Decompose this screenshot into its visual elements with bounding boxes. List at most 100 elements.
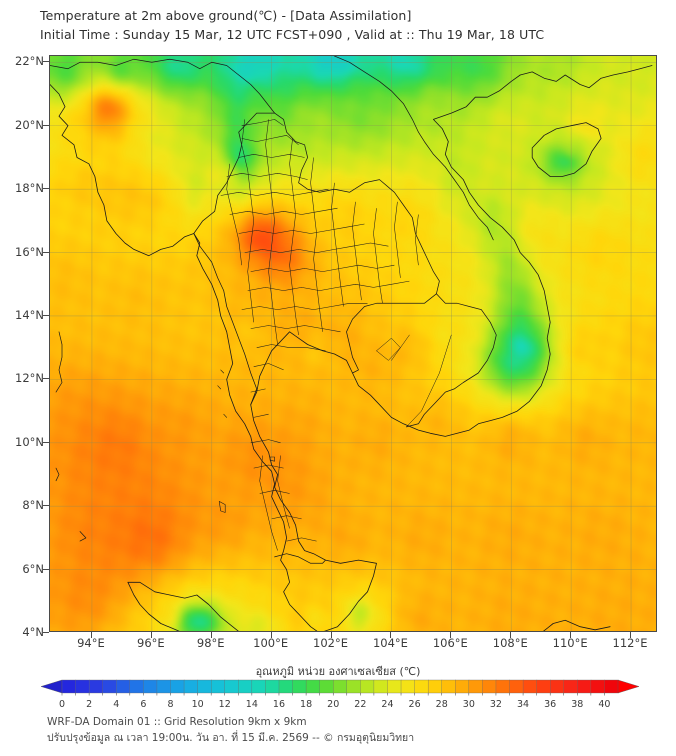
y-axis-tick-label: 4°N	[22, 625, 44, 639]
x-axis-tick-label: 104°E	[372, 636, 408, 650]
x-axis-tick-mark	[150, 632, 152, 638]
colorbar-band	[563, 679, 578, 694]
y-axis-tick-mark	[43, 314, 49, 316]
island-mergui-1	[220, 369, 224, 374]
chart-title: Temperature at 2m above ground(℃) - [Dat…	[40, 8, 412, 23]
province-boundary	[247, 280, 410, 291]
x-axis-tick-label: 98°E	[196, 636, 225, 650]
colorbar-band	[346, 679, 361, 694]
colorbar-tick-label: 30	[462, 699, 475, 710]
colorbar-band	[61, 679, 77, 694]
colorbar-band	[170, 679, 185, 694]
y-axis-tick-mark	[43, 378, 49, 380]
x-axis-tick-label: 102°E	[313, 636, 349, 650]
x-axis-tick-mark	[210, 632, 212, 638]
province-boundary	[241, 119, 254, 323]
colorbar-band	[116, 679, 131, 694]
province-boundary	[259, 455, 278, 551]
x-axis-tick-label: 106°E	[432, 636, 468, 650]
y-axis-tick-label: 20°N	[15, 117, 44, 132]
colorbar-tick-label: 40	[598, 699, 611, 710]
colorbar[interactable]	[40, 676, 640, 697]
island-mergui-3	[223, 413, 227, 418]
y-axis-tick-label: 10°N	[15, 434, 44, 449]
chart-subtitle: Initial Time : Sunday 15 Mar, 12 UTC FCS…	[40, 27, 545, 42]
colorbar-tick-label: 14	[245, 699, 258, 710]
colorbar-tick-label: 4	[113, 699, 120, 710]
coastline-gulf-and-vietnam	[250, 74, 551, 631]
colorbar-tick-label: 26	[408, 699, 421, 710]
colorbar-band	[604, 679, 619, 694]
coastline-sumatra-west	[127, 581, 180, 631]
river-mekong	[406, 334, 452, 428]
province-boundary	[241, 135, 299, 146]
province-boundary	[277, 455, 290, 529]
colorbar-tick-label: 34	[517, 699, 530, 710]
x-axis-tick-mark	[450, 632, 452, 638]
colorbar-tick-label: 10	[191, 699, 204, 710]
y-axis-tick-label: 16°N	[15, 244, 44, 259]
border-laos-vietnam	[334, 56, 494, 241]
y-axis-tick-mark	[43, 505, 49, 507]
province-boundary	[373, 208, 383, 304]
lake-tonle-sap	[376, 337, 401, 361]
coastline-andaman-west	[50, 84, 318, 631]
colorbar-band	[441, 679, 456, 694]
province-boundary	[289, 138, 299, 336]
y-axis-tick-label: 22°N	[15, 54, 44, 69]
border-myanmar-north	[50, 58, 275, 114]
colorbar-band	[224, 679, 239, 694]
colorbar-tick-label: 16	[272, 699, 286, 710]
colorbar-band	[455, 679, 470, 694]
y-axis-tick-mark	[43, 441, 49, 443]
province-boundary	[352, 201, 362, 301]
province-boundary	[241, 119, 284, 126]
y-axis-tick-label: 14°N	[15, 307, 44, 322]
map-plot-area[interactable]	[49, 55, 657, 632]
colorbar-band	[210, 679, 226, 694]
province-boundary	[310, 157, 323, 332]
y-axis-tick-label: 18°N	[15, 181, 44, 196]
y-axis-tick-label: 8°N	[22, 498, 44, 513]
province-boundary	[250, 325, 341, 333]
province-boundary	[259, 490, 290, 494]
footer-update-info: ปรับปรุงข้อมูล ณ เวลา 19:00น. วัน อา. ที…	[47, 732, 415, 744]
province-boundary	[226, 163, 242, 266]
province-boundary	[271, 515, 302, 520]
border-cambodia-vietnam	[406, 293, 497, 428]
x-axis-tick-label: 110°E	[552, 636, 588, 650]
colorbar-band	[509, 679, 524, 694]
y-axis-tick-mark	[43, 568, 49, 570]
colorbar-band	[129, 679, 144, 694]
colorbar-tick-label: 20	[327, 699, 340, 710]
x-axis-tick-label: 96°E	[137, 636, 165, 650]
y-axis-tick-label: 6°N	[22, 561, 44, 576]
x-axis-tick-mark	[390, 632, 392, 638]
coastline-andaman-islands	[55, 331, 63, 393]
province-boundary	[253, 363, 284, 371]
coastline-borneo	[543, 619, 611, 631]
colorbar-extend-high	[617, 679, 640, 694]
colorbar-band	[414, 679, 429, 694]
province-boundary	[250, 264, 395, 272]
y-axis-tick-mark	[43, 188, 49, 190]
province-boundary	[250, 388, 266, 393]
province-boundary	[331, 182, 344, 307]
colorbar-title: อุณหภูมิ หน่วย องศาเซลเซียส (℃)	[255, 665, 421, 678]
y-axis-tick-mark	[43, 61, 49, 63]
colorbar-band	[75, 679, 90, 694]
island-mergui-2	[217, 385, 221, 390]
border-myanmar-thailand-south	[193, 233, 258, 406]
colorbar-tick-label: 18	[300, 699, 313, 710]
border-laos-thailand	[274, 112, 440, 295]
x-axis-tick-label: 108°E	[492, 636, 528, 650]
colorbar-tick-label: 38	[571, 699, 584, 710]
colorbar-band	[427, 679, 443, 694]
colorbar-swatches	[40, 679, 640, 696]
y-axis-tick-label: 12°N	[15, 371, 44, 386]
x-axis-tick-mark	[510, 632, 512, 638]
colorbar-band	[305, 679, 321, 694]
temperature-heatmap-canvas	[50, 56, 656, 631]
coastline-phuket	[218, 501, 226, 513]
province-boundary	[229, 207, 338, 215]
